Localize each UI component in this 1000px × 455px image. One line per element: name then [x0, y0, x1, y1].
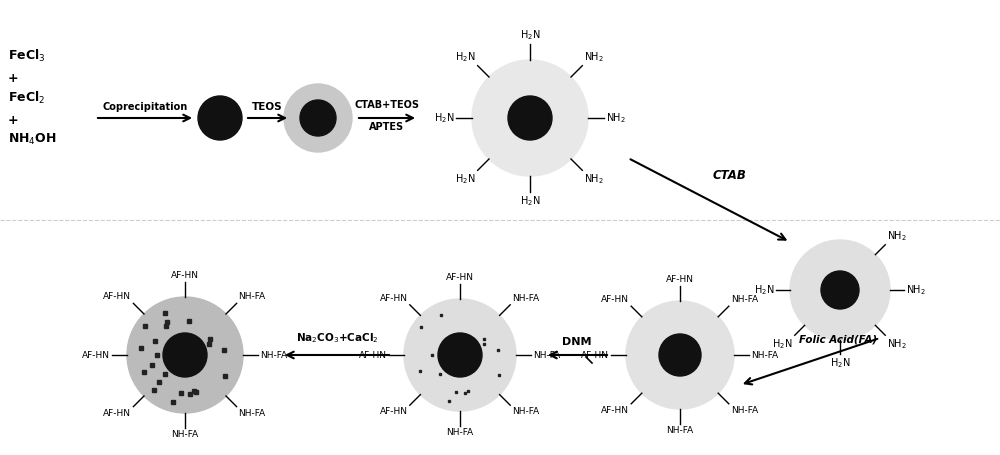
Text: AF-HN: AF-HN — [446, 273, 474, 282]
Text: NH-FA: NH-FA — [533, 350, 560, 359]
Text: H$_2$N: H$_2$N — [455, 50, 476, 64]
Text: TEOS: TEOS — [252, 102, 282, 112]
Text: NH-FA: NH-FA — [731, 295, 758, 304]
Text: H$_2$N: H$_2$N — [520, 194, 540, 208]
Text: NH-FA: NH-FA — [239, 293, 266, 301]
Text: H$_2$N: H$_2$N — [772, 337, 793, 351]
Circle shape — [659, 334, 701, 376]
Text: AF-HN: AF-HN — [82, 350, 110, 359]
Text: NH$_2$: NH$_2$ — [887, 337, 907, 351]
Text: AF-HN: AF-HN — [380, 294, 408, 303]
Text: NH-FA: NH-FA — [260, 350, 287, 359]
Text: H$_2$N: H$_2$N — [520, 28, 540, 42]
Text: AF-HN: AF-HN — [103, 409, 131, 418]
Circle shape — [127, 297, 243, 413]
Text: AF-HN: AF-HN — [601, 295, 629, 304]
Text: NH$_2$: NH$_2$ — [584, 172, 604, 186]
Text: NH-FA: NH-FA — [446, 428, 474, 437]
Circle shape — [284, 84, 352, 152]
Text: CTAB+TEOS: CTAB+TEOS — [354, 100, 420, 110]
Circle shape — [163, 333, 207, 377]
Text: FeCl$_3$: FeCl$_3$ — [8, 48, 45, 64]
Text: AF-HN: AF-HN — [171, 271, 199, 280]
Circle shape — [638, 313, 722, 397]
Text: NH$_2$: NH$_2$ — [584, 50, 604, 64]
Circle shape — [438, 333, 482, 377]
Text: NH-FA: NH-FA — [512, 407, 539, 416]
Text: H$_2$N: H$_2$N — [434, 111, 454, 125]
Text: NH-FA: NH-FA — [171, 430, 199, 439]
Circle shape — [404, 299, 516, 411]
Text: AF-HN: AF-HN — [103, 293, 131, 301]
Text: H$_2$N: H$_2$N — [830, 356, 850, 370]
Circle shape — [472, 60, 588, 176]
Text: NH$_2$: NH$_2$ — [906, 283, 926, 297]
Circle shape — [198, 96, 242, 140]
Text: NH-FA: NH-FA — [512, 294, 539, 303]
Circle shape — [821, 271, 859, 309]
Text: AF-HN: AF-HN — [666, 275, 694, 284]
Text: NH$_2$: NH$_2$ — [887, 229, 907, 243]
Text: AF-HN: AF-HN — [359, 350, 387, 359]
Text: H$_2$N: H$_2$N — [455, 172, 476, 186]
Text: Coprecipitation: Coprecipitation — [102, 102, 188, 112]
Text: NH-FA: NH-FA — [751, 350, 778, 359]
Circle shape — [417, 312, 503, 398]
Text: DNM: DNM — [562, 337, 592, 347]
Text: FeCl$_2$: FeCl$_2$ — [8, 90, 45, 106]
Circle shape — [790, 240, 890, 340]
Text: NH$_4$OH: NH$_4$OH — [8, 132, 56, 147]
Circle shape — [802, 252, 878, 328]
Text: +: + — [8, 114, 19, 127]
Text: NH$_2$: NH$_2$ — [606, 111, 626, 125]
Text: AF-HN: AF-HN — [581, 350, 609, 359]
Text: +: + — [8, 72, 19, 85]
Text: AF-HN: AF-HN — [380, 407, 408, 416]
Text: NH-FA: NH-FA — [666, 426, 694, 435]
Text: H$_2$N: H$_2$N — [754, 283, 774, 297]
Circle shape — [141, 311, 229, 399]
Text: Folic Acid(FA): Folic Acid(FA) — [799, 335, 877, 345]
Circle shape — [484, 72, 576, 164]
Circle shape — [300, 100, 336, 136]
Text: Na$_2$CO$_3$+CaCl$_2$: Na$_2$CO$_3$+CaCl$_2$ — [296, 331, 378, 345]
Circle shape — [508, 96, 552, 140]
Text: AF-HN: AF-HN — [601, 406, 629, 415]
Text: APTES: APTES — [369, 122, 405, 132]
Circle shape — [626, 301, 734, 409]
Text: NH-FA: NH-FA — [731, 406, 758, 415]
Text: CTAB: CTAB — [713, 169, 747, 182]
Text: NH-FA: NH-FA — [239, 409, 266, 418]
